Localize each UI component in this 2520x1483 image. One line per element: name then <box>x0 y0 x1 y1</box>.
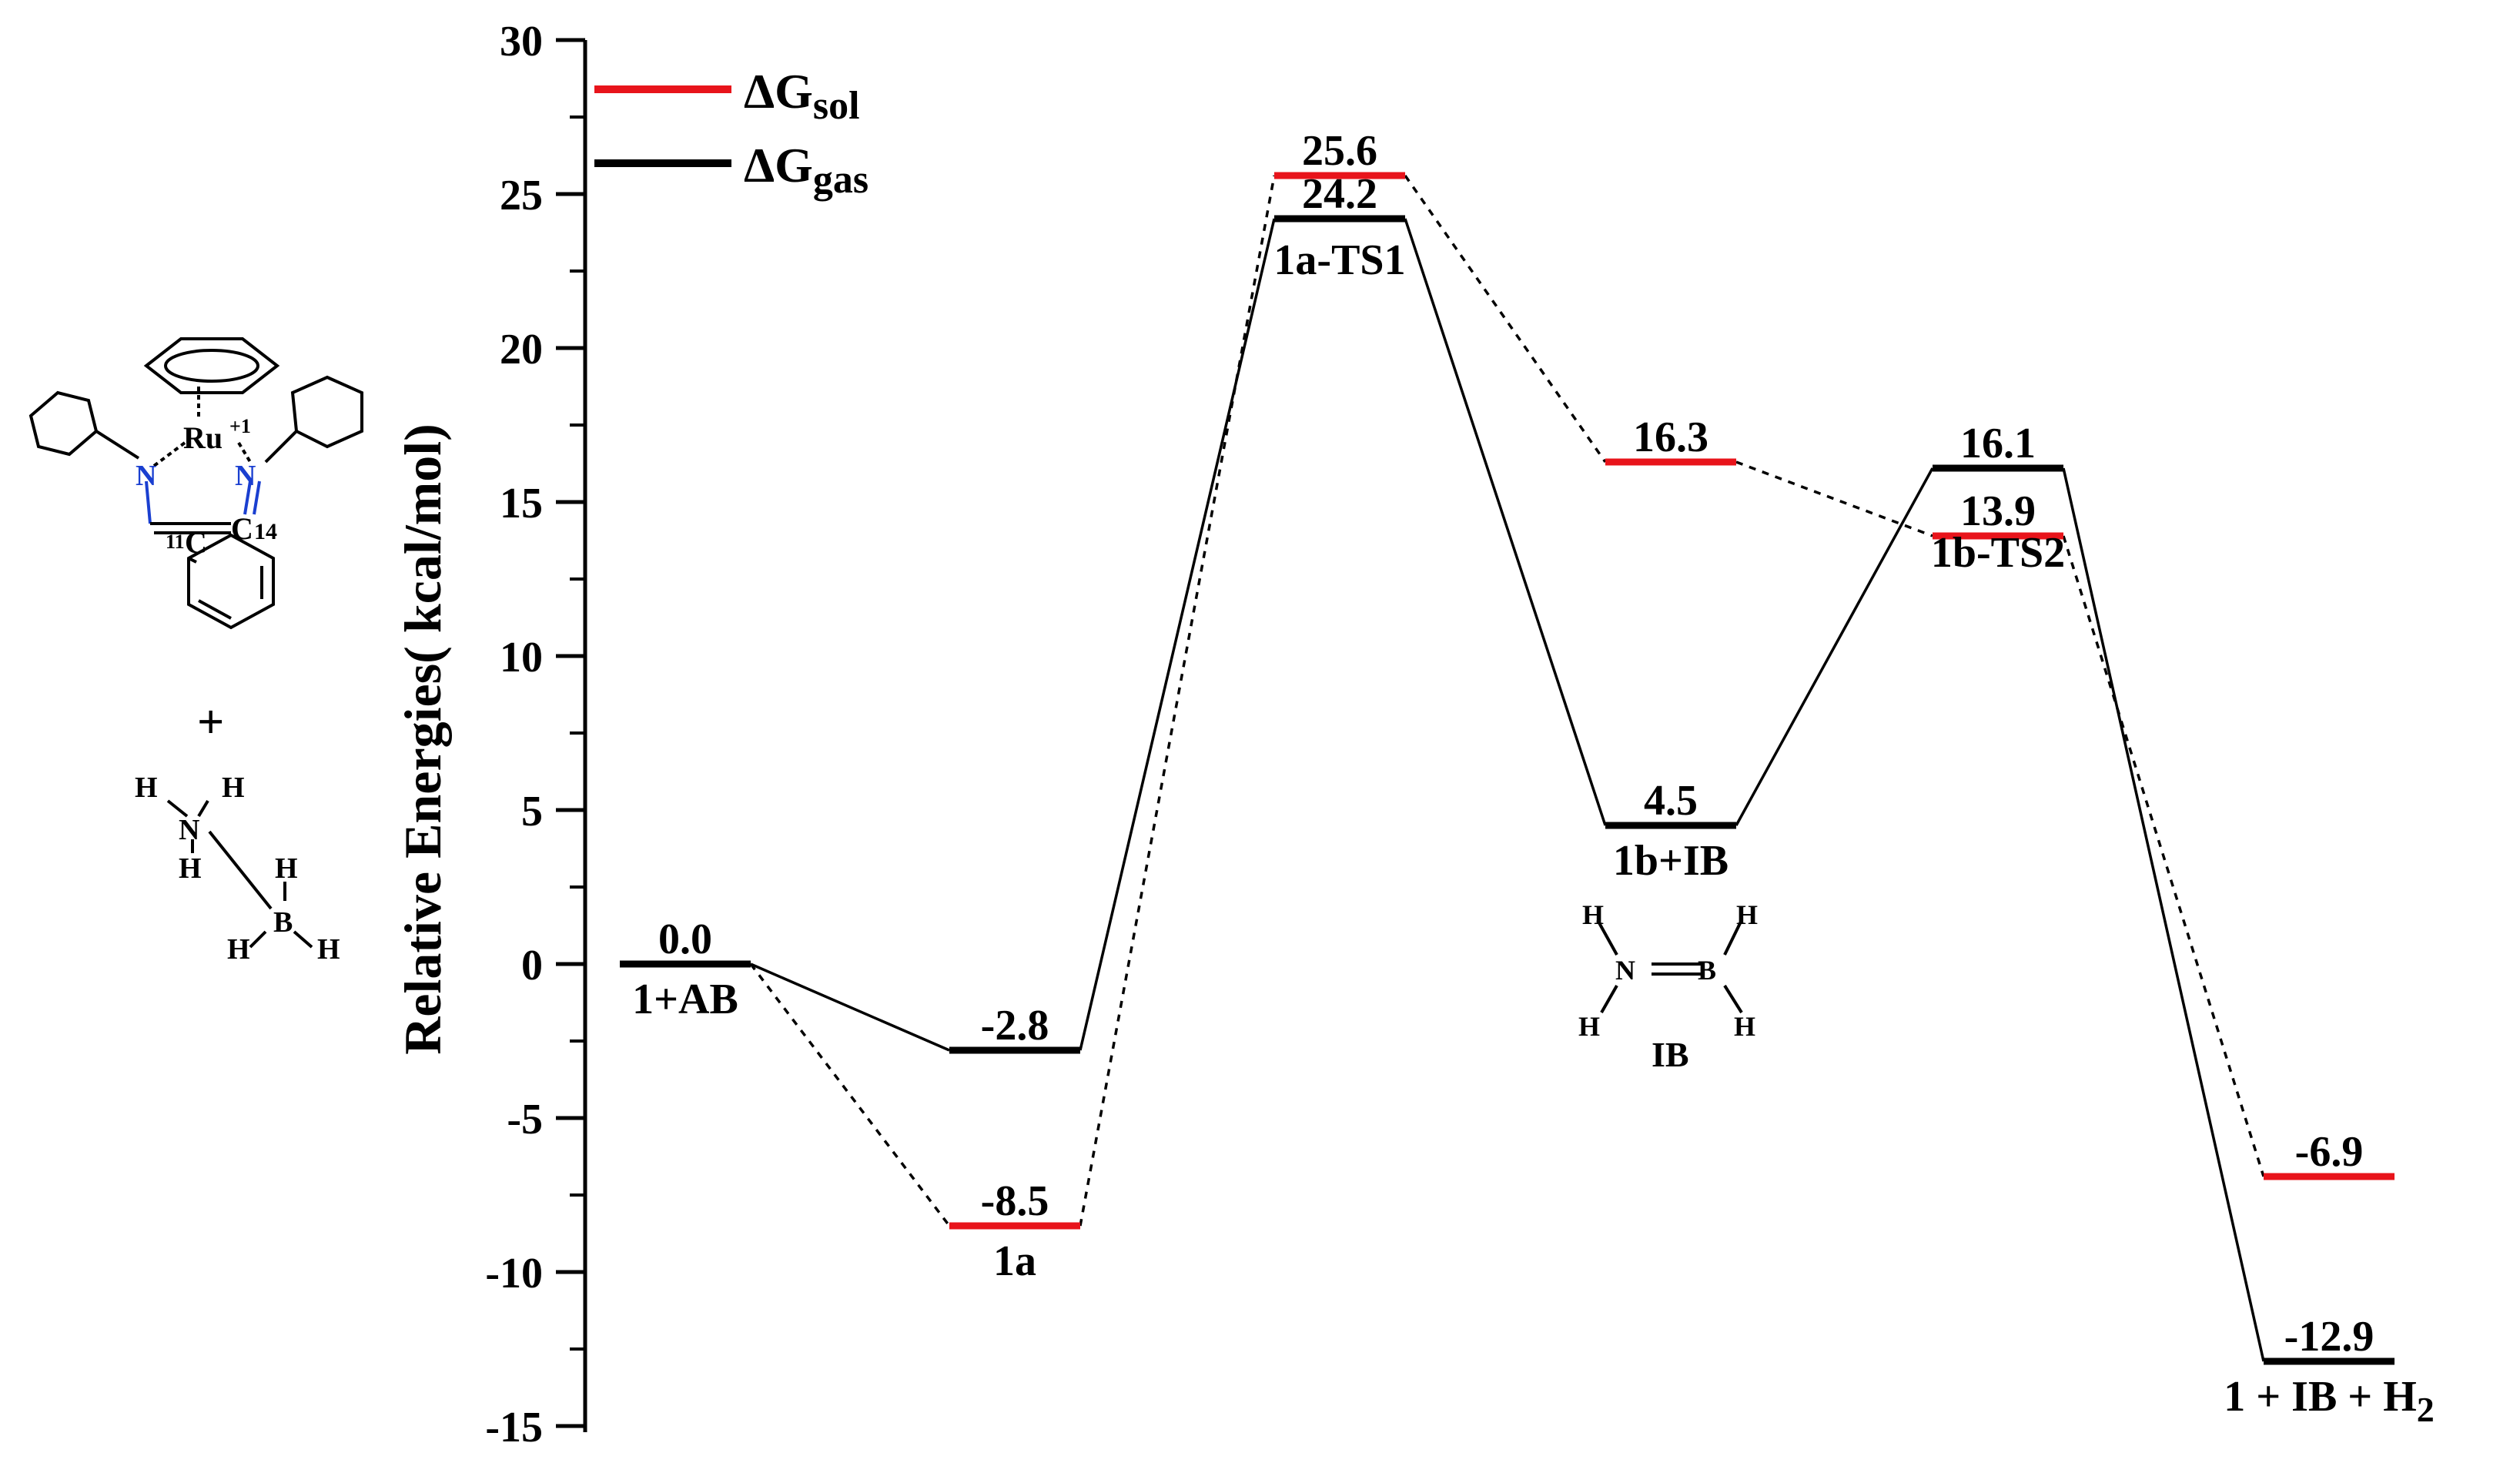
y-tick-label: 5 <box>521 788 543 835</box>
state-label: 1+AB <box>632 976 738 1023</box>
value-label-sol: -8.5 <box>981 1177 1049 1225</box>
connector-gas <box>1735 467 1934 826</box>
connector-sol <box>749 962 951 1227</box>
ib-b: B <box>1698 955 1716 986</box>
value-label-sol: -6.9 <box>2295 1128 2364 1176</box>
ru-complex-structure <box>28 337 363 630</box>
bond-ph-n-right <box>264 430 298 464</box>
bond-bh-2 <box>249 930 267 949</box>
ib-caption: IB <box>1652 1035 1689 1074</box>
ab-h1: H <box>135 772 158 804</box>
ru-charge: +1 <box>229 415 251 437</box>
bond-n-c-right-double <box>253 480 261 515</box>
ib-bond-nh-2 <box>1600 985 1618 1013</box>
value-label-gas: 0.0 <box>658 916 712 963</box>
c11-symbol: C <box>185 525 207 560</box>
connector-sol <box>1735 460 1933 537</box>
ib-n: N <box>1615 955 1635 986</box>
iminoborane-structure: H N B H H H IB <box>1578 899 1758 1074</box>
state-label: 1b-TS2 <box>1931 529 2065 577</box>
connector-gas <box>750 962 950 1052</box>
phenyl-left <box>28 390 99 457</box>
arene-ring-circle <box>164 349 259 383</box>
ib-h1: H <box>1582 899 1604 930</box>
y-tick-label: 15 <box>500 480 543 527</box>
phenyl-right <box>290 375 363 449</box>
ab-h5: H <box>227 933 250 966</box>
ring-double-2 <box>198 599 232 620</box>
y-axis: 30 25 20 15 10 5 0 -5 -10 -15 Relative Energies( k… <box>393 18 587 1451</box>
y-tick-label: -10 <box>485 1250 543 1297</box>
ammonia-borane-structure: H H N H H B H H <box>135 772 340 966</box>
ib-h4: H <box>1734 1011 1755 1042</box>
y-tick-label: -15 <box>485 1404 543 1451</box>
energy-levels <box>620 172 2395 1365</box>
value-label-sol: 13.9 <box>1960 487 2036 535</box>
bond-nh-1 <box>166 799 189 818</box>
bond-bh-3 <box>293 930 313 949</box>
connector-sol <box>1404 174 1607 464</box>
value-label-gas: -12.9 <box>2284 1313 2374 1361</box>
value-label-gas: 16.1 <box>1960 420 2036 467</box>
value-label-gas: 4.5 <box>1644 777 1698 825</box>
ib-bond-bh-1 <box>1723 919 1743 956</box>
value-label-sol: 16.3 <box>1633 413 1708 461</box>
ab-h2: H <box>222 772 245 804</box>
y-tick-label: 0 <box>521 942 543 989</box>
ib-h3: H <box>1578 1011 1600 1042</box>
c11-number: 11 <box>166 531 185 553</box>
connector-gas <box>2062 467 2265 1362</box>
labels: -8.5 25.6 16.3 13.9 -6.9 0.0 -2.8 24.2 4.5 16.1 -1… <box>632 127 2435 1429</box>
value-label-gas: -2.8 <box>981 1002 1049 1049</box>
ab-h6: H <box>317 933 340 966</box>
y-tick-label: -5 <box>507 1096 543 1143</box>
ib-bond-nh-1 <box>1596 919 1618 956</box>
state-label: 1a-TS1 <box>1273 236 1405 284</box>
state-label: 1a <box>993 1237 1036 1285</box>
aryl-ring-bottom <box>187 533 275 630</box>
y-tick-label: 20 <box>500 326 543 373</box>
value-label-sol: 25.6 <box>1302 127 1377 175</box>
state-label: 1 + IB + H2 <box>2224 1373 2435 1429</box>
c14-number: 14 <box>254 519 277 544</box>
y-axis-title: Relative Energies( kcal/mol) <box>393 423 452 1055</box>
ring-link <box>188 557 197 564</box>
bond-nh-2 <box>197 799 209 818</box>
n-left-symbol: N <box>136 460 156 492</box>
c14-symbol: C <box>231 511 253 546</box>
bond-n-ru-right <box>237 441 252 464</box>
y-tick-label: 30 <box>500 18 543 65</box>
bond-n-b <box>208 830 273 910</box>
value-label-gas: 24.2 <box>1302 170 1377 218</box>
plus-sign: + <box>197 696 224 748</box>
ab-n: N <box>179 814 199 846</box>
y-tick-label: 10 <box>500 634 543 681</box>
bond-n-c-right <box>243 480 252 515</box>
connector-gas <box>1404 218 1607 826</box>
bond-n-ru-left <box>152 441 186 467</box>
ib-bond-bh-2 <box>1723 984 1743 1014</box>
connector-sol <box>2062 535 2265 1177</box>
legend: ΔGsol ΔGgas <box>594 64 868 202</box>
ab-h4: H <box>275 852 298 885</box>
ru-symbol: Ru <box>183 420 223 455</box>
y-tick-label: 25 <box>500 172 543 219</box>
state-label: 1b+IB <box>1613 837 1729 885</box>
bond-ph-n-left <box>95 430 140 460</box>
n-right-symbol: N <box>235 460 256 492</box>
connector-sol <box>1079 175 1276 1227</box>
ab-h3: H <box>179 852 202 885</box>
connectors <box>749 174 2265 1362</box>
legend-label-sol: ΔGsol <box>744 64 860 128</box>
arene-ring <box>143 337 280 394</box>
ru-complex-labels: Ru +1 N N 11 C C 14 <box>136 415 277 560</box>
bond-n-c-left <box>145 480 152 524</box>
ab-b: B <box>273 906 293 939</box>
ib-h2: H <box>1736 899 1758 930</box>
legend-label-gas: ΔGgas <box>744 138 868 202</box>
connector-gas <box>1079 218 1276 1051</box>
